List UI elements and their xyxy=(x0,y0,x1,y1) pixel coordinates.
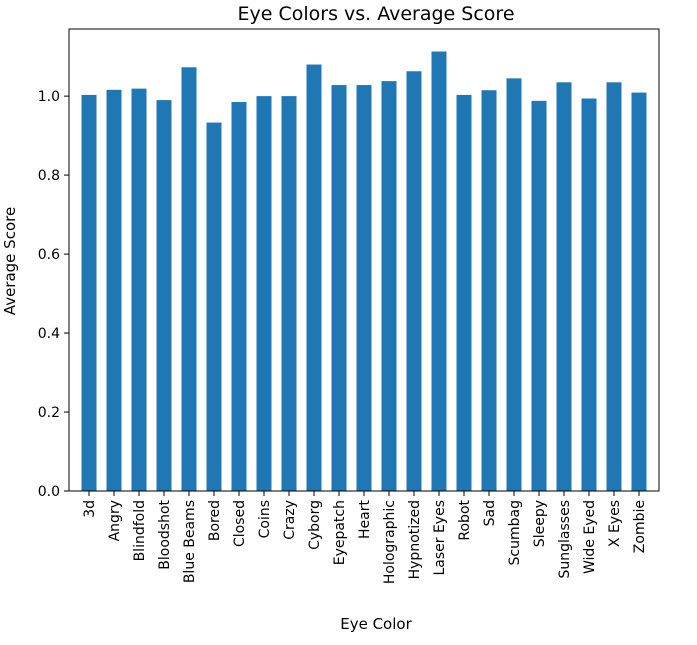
bar-angry xyxy=(106,89,122,491)
chart-title: Eye Colors vs. Average Score xyxy=(237,3,514,25)
bar-sad xyxy=(481,90,497,492)
bar-coins xyxy=(256,96,272,491)
x-tick-label: Heart xyxy=(357,499,373,538)
bar-blue-beams xyxy=(181,67,197,492)
bar-scumbag xyxy=(506,78,522,492)
y-axis-label: Average Score xyxy=(1,207,19,315)
bar-robot xyxy=(456,94,472,491)
x-tick-label: Robot xyxy=(457,499,473,540)
bar-crazy xyxy=(281,96,297,491)
bar-bloodshot xyxy=(156,100,172,491)
x-tick-label: Sad xyxy=(482,500,498,526)
bar-laser-eyes xyxy=(431,51,447,491)
axes-group: 0.0 0.2 0.4 0.6 0.8 1.0 3d Angry Blindfold Bloods… xyxy=(38,28,660,584)
x-tick-label: Closed xyxy=(232,500,248,547)
y-tick-label: 0.6 xyxy=(38,247,60,263)
y-tick-label: 0.0 xyxy=(38,484,60,500)
x-tick-label: Scumbag xyxy=(507,500,523,565)
x-tick-label: Holographic xyxy=(382,500,398,584)
x-tick-label: Sleepy xyxy=(532,500,548,547)
x-tick-label: Bored xyxy=(207,500,223,541)
bar-closed xyxy=(231,102,247,492)
x-tick-label: Bloodshot xyxy=(157,499,173,569)
y-tick-label: 0.4 xyxy=(38,326,60,342)
bar-blindfold xyxy=(131,88,147,491)
x-tick-label: Wide Eyed xyxy=(582,500,598,574)
x-tick-label: Coins xyxy=(257,500,273,538)
x-tick-label: Hypnotized xyxy=(407,500,423,579)
x-tick-label: Laser Eyes xyxy=(432,500,448,576)
bar-eyepatch xyxy=(331,85,347,491)
x-tick-label: Zombie xyxy=(632,500,648,553)
x-tick-label: 3d xyxy=(82,500,98,518)
y-tick-label: 0.8 xyxy=(38,168,60,184)
x-tick-label: X Eyes xyxy=(607,500,623,547)
bar-heart xyxy=(356,85,372,491)
x-tick-label: Crazy xyxy=(282,500,298,540)
x-tick-label: Angry xyxy=(107,500,123,541)
bar-3d xyxy=(81,94,97,491)
bar-sleepy xyxy=(531,100,547,492)
bar-hypnotized xyxy=(406,71,422,491)
bar-wide-eyed xyxy=(581,98,597,491)
bar-sunglasses xyxy=(556,82,572,491)
x-tick-label: Sunglasses xyxy=(557,500,573,578)
y-tick-label: 1.0 xyxy=(38,89,60,105)
x-tick-label: Blindfold xyxy=(132,500,148,561)
x-tick-label: Eyepatch xyxy=(332,500,348,565)
x-tick-label: Blue Beams xyxy=(182,500,198,583)
x-axis-label: Eye Color xyxy=(340,615,412,633)
bars-group xyxy=(81,51,647,492)
y-tick-label: 0.2 xyxy=(38,405,60,421)
bar-zombie xyxy=(631,92,647,491)
x-tick-label: Cyborg xyxy=(307,500,323,550)
bar-cyborg xyxy=(306,64,322,491)
bar-bored xyxy=(206,122,222,491)
bar-holographic xyxy=(381,81,397,492)
bar-x-eyes xyxy=(606,82,622,491)
